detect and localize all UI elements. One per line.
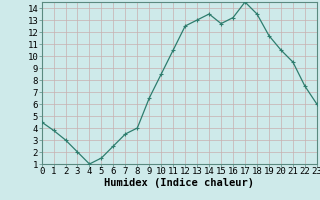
- X-axis label: Humidex (Indice chaleur): Humidex (Indice chaleur): [104, 178, 254, 188]
